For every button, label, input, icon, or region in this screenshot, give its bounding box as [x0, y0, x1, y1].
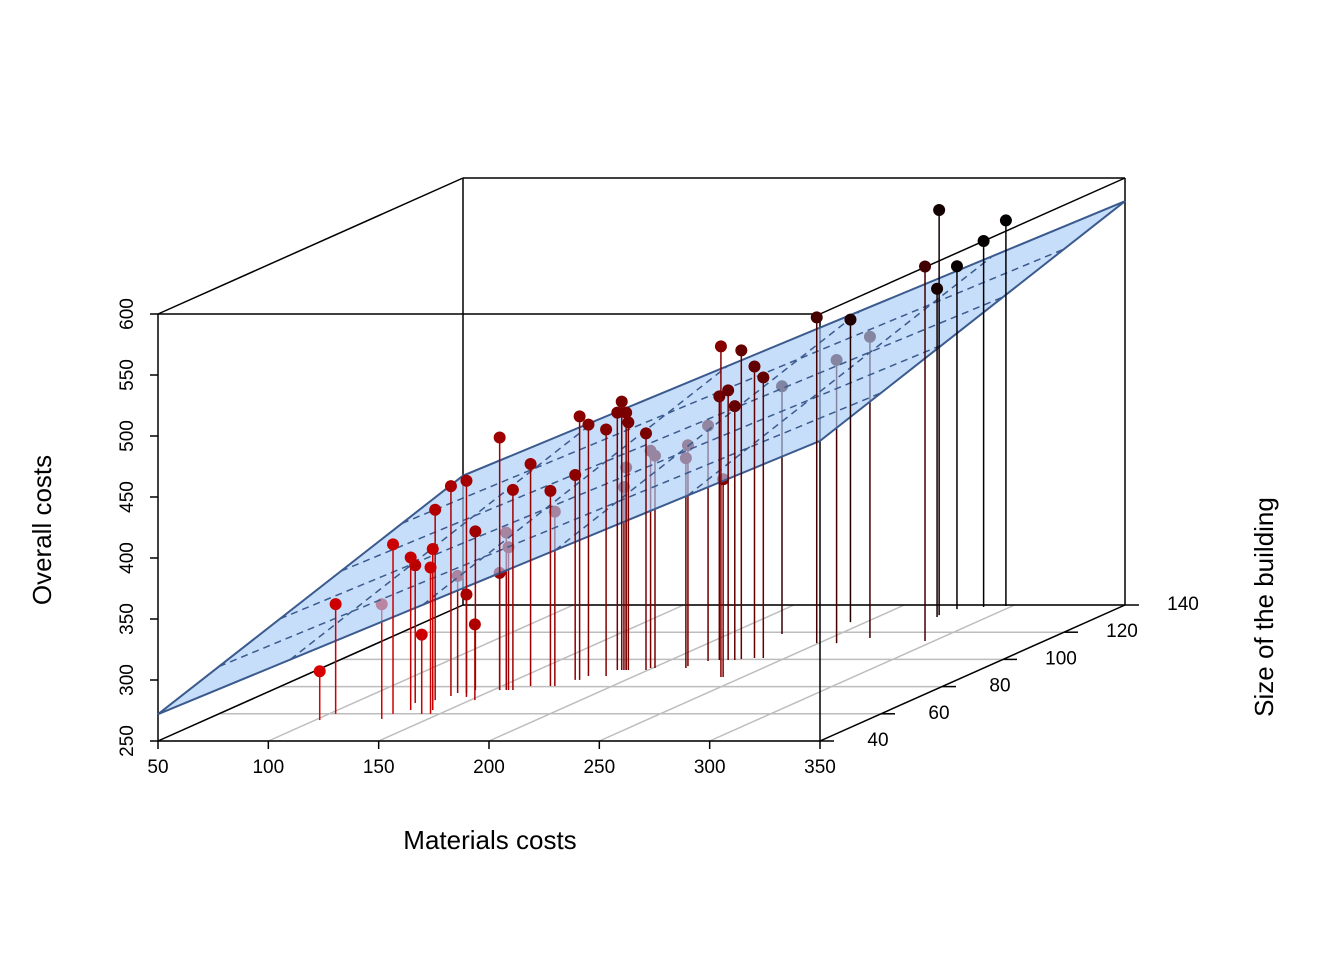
- point: [611, 406, 624, 419]
- point: [544, 484, 557, 497]
- point: [640, 427, 653, 440]
- point: [810, 311, 823, 324]
- point: [404, 551, 417, 564]
- z-axis-title: Overall costs: [27, 455, 57, 605]
- box-edge: [819, 177, 1126, 315]
- z-tick-label: 450: [117, 481, 138, 513]
- y-axis-title: Size of the building: [1249, 497, 1279, 717]
- point: [844, 313, 857, 326]
- box-edge: [819, 604, 1126, 742]
- point: [620, 406, 633, 419]
- point: [493, 431, 506, 444]
- floor-grid-line: [488, 604, 795, 742]
- point: [506, 483, 519, 496]
- point: [429, 503, 442, 516]
- point: [582, 418, 595, 431]
- x-tick-label: 250: [583, 757, 615, 778]
- point: [713, 390, 726, 403]
- box-edge: [157, 177, 464, 315]
- point: [933, 204, 946, 217]
- point: [714, 340, 727, 353]
- point: [748, 360, 761, 373]
- y-tick-label: 120: [1106, 621, 1138, 642]
- point: [444, 480, 457, 493]
- point: [735, 344, 748, 357]
- point: [424, 561, 437, 574]
- z-tick-label: 350: [117, 603, 138, 635]
- point: [387, 538, 400, 551]
- z-tick-label: 550: [117, 359, 138, 391]
- point: [728, 400, 741, 413]
- plane-grid: [289, 420, 596, 661]
- point: [573, 410, 586, 423]
- z-tick-label: 600: [117, 298, 138, 330]
- x-tick-label: 100: [252, 757, 284, 778]
- y-tick-label: 40: [867, 730, 888, 751]
- z-tick-label: 500: [117, 420, 138, 452]
- y-tick-label: 80: [989, 676, 1010, 697]
- regression-plane: [157, 200, 1126, 716]
- point: [524, 458, 537, 471]
- z-tick-label: 250: [117, 725, 138, 757]
- point: [999, 214, 1012, 227]
- point: [950, 260, 963, 273]
- x-tick-label: 150: [363, 757, 395, 778]
- y-tick-label: 60: [928, 703, 949, 724]
- x-axis-title: Materials costs: [403, 825, 576, 855]
- point: [757, 371, 770, 384]
- plane-grid: [687, 255, 994, 497]
- z-tick-label: 400: [117, 542, 138, 574]
- y-tick-label: 100: [1045, 648, 1077, 669]
- z-tick-label: 300: [117, 664, 138, 696]
- point: [313, 665, 326, 678]
- box-edge: [157, 604, 464, 742]
- point: [415, 628, 428, 641]
- point: [469, 525, 482, 538]
- point: [615, 395, 628, 408]
- point: [460, 474, 473, 487]
- point: [426, 542, 439, 555]
- point: [931, 282, 944, 295]
- point: [919, 260, 932, 273]
- y-tick-label: 140: [1167, 594, 1199, 615]
- x-tick-label: 350: [804, 757, 836, 778]
- floor-grid-line: [599, 604, 905, 742]
- point: [977, 235, 990, 248]
- point: [622, 416, 635, 429]
- point: [569, 468, 582, 481]
- point: [329, 598, 342, 611]
- point: [722, 384, 735, 397]
- point: [600, 423, 613, 436]
- x-tick-label: 200: [473, 757, 505, 778]
- floor-grid-line: [709, 604, 1015, 742]
- x-tick-label: 300: [694, 757, 726, 778]
- x-tick-label: 50: [147, 757, 168, 778]
